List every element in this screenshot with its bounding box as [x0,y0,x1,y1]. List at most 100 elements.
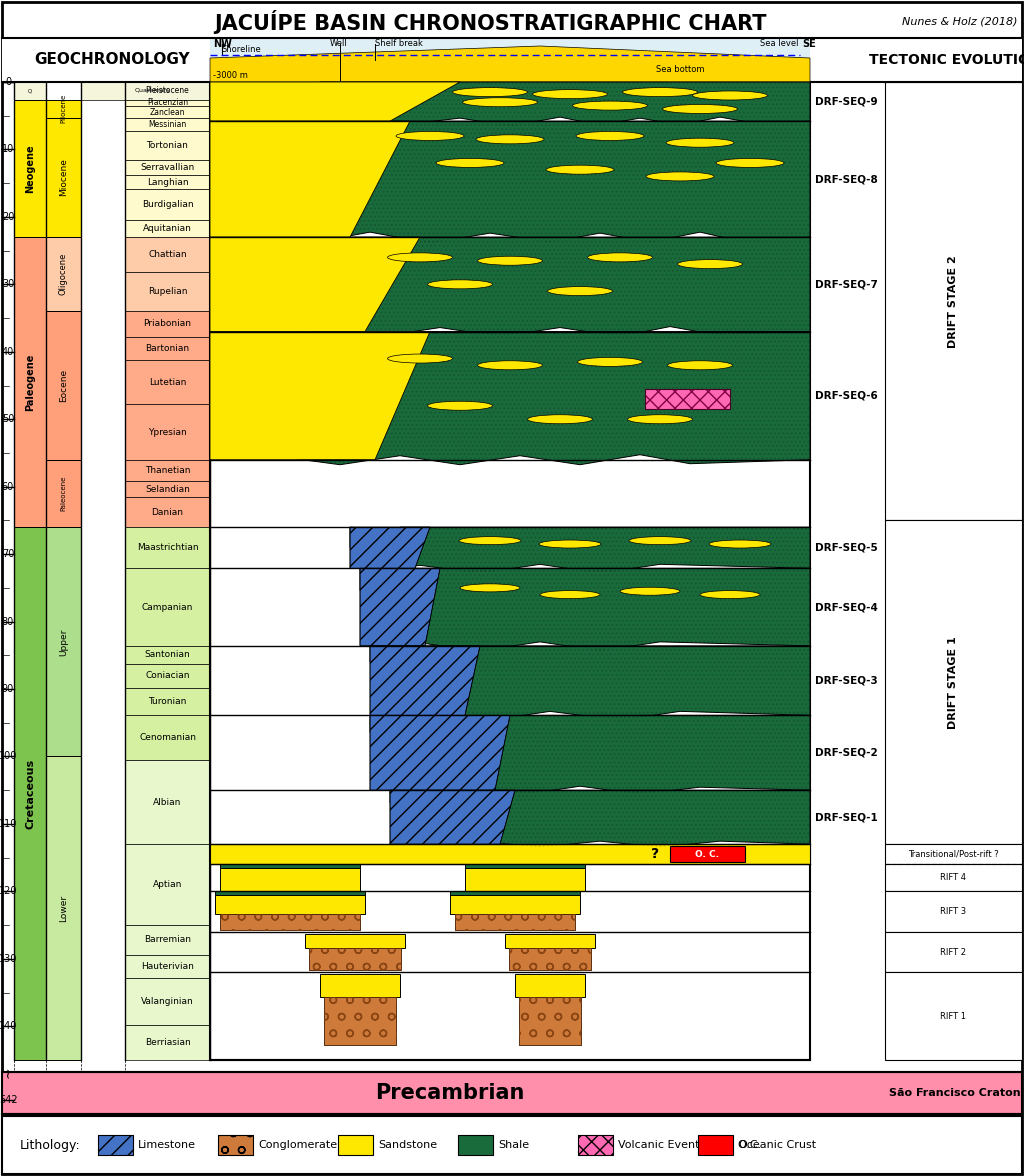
Polygon shape [309,948,401,970]
Bar [210,82,810,1060]
Bar [885,82,1022,521]
Bar [885,844,1022,864]
Polygon shape [220,914,360,930]
Bar [125,715,210,760]
Text: Oligocene: Oligocene [59,253,68,295]
Text: Aquitanian: Aquitanian [143,223,191,233]
Bar [14,100,46,238]
Text: Paleogene: Paleogene [25,354,35,410]
Ellipse shape [629,536,691,544]
Text: TECTONIC EVOLUTION: TECTONIC EVOLUTION [868,53,1024,67]
Ellipse shape [540,590,600,599]
Bar [125,132,210,160]
Text: DRIFT STAGE 1: DRIFT STAGE 1 [948,636,958,729]
Text: Eocene: Eocene [59,369,68,402]
Bar [885,864,1022,891]
Bar [46,118,81,238]
Text: Pliocene: Pliocene [60,94,67,123]
Text: Precambrian: Precambrian [376,1083,524,1103]
Text: 70: 70 [2,549,14,559]
Text: Rupelian: Rupelian [147,287,187,295]
Text: Ypresian: Ypresian [148,428,186,436]
Polygon shape [430,646,810,721]
Bar [210,38,810,82]
Ellipse shape [539,540,601,548]
Ellipse shape [477,256,543,266]
Bar [125,926,210,955]
Bar [125,272,210,310]
Bar [215,891,365,895]
Ellipse shape [387,253,453,262]
Ellipse shape [460,583,520,592]
Bar [885,521,1022,844]
Text: -3000 m: -3000 m [213,71,248,80]
Text: DRF-SEQ-4: DRF-SEQ-4 [815,602,878,612]
Text: Thanetian: Thanetian [144,466,190,475]
Text: Tortonian: Tortonian [146,141,188,151]
Ellipse shape [396,132,464,140]
Bar [450,895,580,914]
Text: Oceanic Crust: Oceanic Crust [738,1140,816,1150]
Bar [125,189,210,220]
Polygon shape [350,527,430,568]
Bar [125,844,210,926]
Text: Burdigalian: Burdigalian [141,200,194,209]
Ellipse shape [646,172,714,181]
Text: DRF-SEQ-6: DRF-SEQ-6 [815,390,878,401]
Text: 542: 542 [0,1095,17,1105]
Bar [218,1135,253,1155]
Bar [46,100,81,118]
Polygon shape [455,914,575,930]
Polygon shape [280,332,810,465]
Polygon shape [260,121,810,243]
Polygon shape [350,527,420,548]
Text: Conglomerate: Conglomerate [258,1140,337,1150]
Bar [515,975,585,996]
Bar [46,460,81,527]
Bar [125,220,210,238]
Bar [125,100,210,106]
Ellipse shape [709,540,771,548]
Text: Hauterivian: Hauterivian [141,962,194,971]
Text: Pleistocene: Pleistocene [145,86,189,95]
Bar [670,847,745,862]
Polygon shape [370,646,480,715]
Text: Lutetian: Lutetian [148,377,186,387]
Text: 120: 120 [0,887,17,896]
Text: Messinian: Messinian [148,120,186,129]
Bar [125,664,210,688]
Bar [46,527,81,756]
Text: Albian: Albian [154,797,181,807]
Text: Santonian: Santonian [144,650,190,660]
Text: Upper: Upper [59,628,68,655]
Ellipse shape [477,361,543,369]
Bar [458,1135,493,1155]
Bar [645,389,730,409]
Text: Campanian: Campanian [141,602,194,612]
Polygon shape [430,790,810,847]
Text: 80: 80 [2,616,14,627]
Text: Coniacian: Coniacian [145,671,189,681]
Text: Shelf break: Shelf break [375,40,423,48]
Text: 20: 20 [2,212,14,222]
Text: Q: Q [28,88,32,93]
Text: Well: Well [330,40,348,48]
Ellipse shape [463,98,538,107]
Bar [578,1135,613,1155]
Ellipse shape [548,287,612,295]
Text: Danian: Danian [152,508,183,516]
Text: Selandian: Selandian [145,485,189,494]
Polygon shape [390,790,515,844]
Bar [125,481,210,497]
Ellipse shape [663,105,737,113]
Ellipse shape [692,91,768,100]
Bar [220,864,360,868]
Text: Sea bottom: Sea bottom [655,66,705,74]
Ellipse shape [453,88,527,96]
Text: Sandstone: Sandstone [378,1140,437,1150]
Text: Neogene: Neogene [25,143,35,193]
Text: Maastrichtian: Maastrichtian [136,543,199,553]
Bar [14,238,46,527]
Ellipse shape [427,280,493,289]
Text: DRF-SEQ-2: DRF-SEQ-2 [815,748,878,757]
